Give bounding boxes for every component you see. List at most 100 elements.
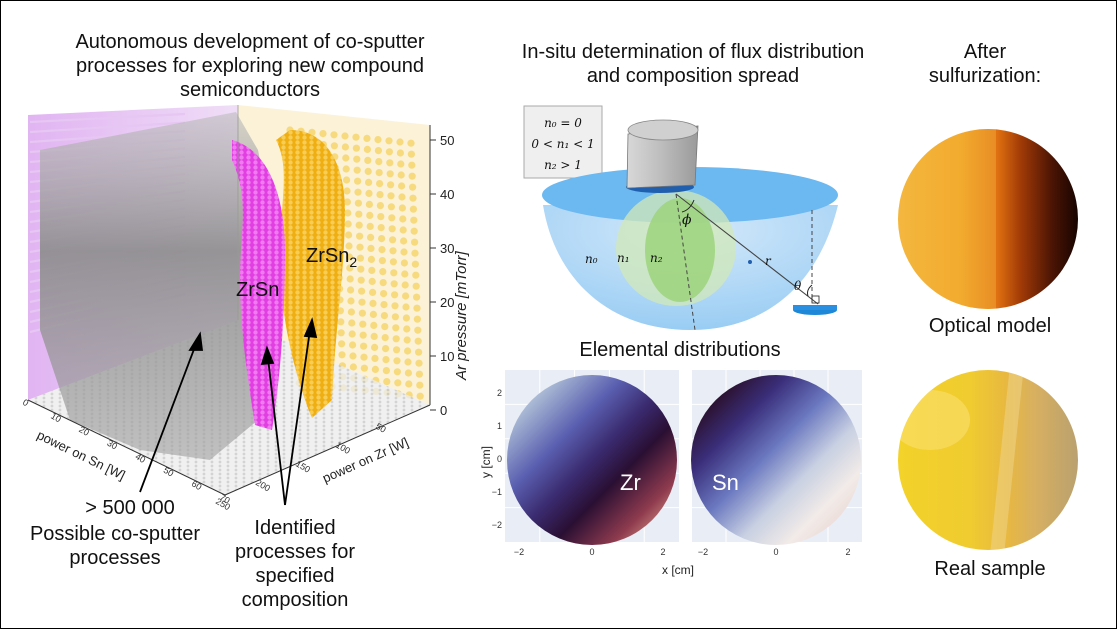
right-wall-dot [330, 131, 338, 139]
right-wall-dot [364, 156, 372, 164]
label-n0: n₀ [585, 252, 598, 266]
right-wall-dot [347, 297, 355, 305]
right-wall-dot [401, 270, 409, 278]
right-wall-dot [410, 227, 418, 235]
right-wall-dot [388, 214, 396, 222]
right-wall-dot [337, 329, 345, 337]
right-wall-dot [411, 249, 419, 257]
arrow-zrsn [267, 357, 286, 506]
right-wall-dot [354, 177, 362, 185]
right-wall-dot [416, 392, 424, 400]
right-wall-dot [367, 255, 375, 263]
map-y-tick-label: 2 [497, 388, 502, 398]
x-tick-label: 30 [105, 438, 119, 452]
arrowhead-zrsn [260, 345, 275, 366]
right-wall-dot [371, 365, 379, 373]
y-tick-label: 100 [334, 440, 352, 456]
right-wall-dot [358, 298, 366, 306]
right-wall-dot [413, 304, 421, 312]
theta-arc [807, 284, 813, 297]
right-wall-dot [366, 211, 374, 219]
map-x-tick-label: −2 [514, 547, 524, 557]
right-wall-dot [378, 235, 386, 243]
right-wall-dot [345, 253, 353, 261]
right-wall-dot [359, 331, 367, 339]
right-wall-dot [367, 244, 375, 252]
right-wall-dot [369, 288, 377, 296]
x-tick-label: 0 [21, 397, 30, 408]
right-wall-dot [379, 279, 387, 287]
right-wall-dot [378, 246, 386, 254]
right-wall-dot [360, 364, 368, 372]
right-wall-dot [408, 161, 416, 169]
legend-n2: n₂ > 1 [544, 158, 582, 172]
right-wall-dot [389, 247, 397, 255]
right-wall-dot [344, 209, 352, 217]
right-wall-dot [357, 276, 365, 284]
right-wall-dot [398, 193, 406, 201]
right-wall-dot [348, 319, 356, 327]
arrow-cloud [139, 343, 197, 493]
right-wall-dot [343, 198, 351, 206]
right-wall-dot [410, 216, 418, 224]
right-wall-dot [380, 301, 388, 309]
right-wall-dot [382, 345, 390, 353]
right-wall-dot [414, 337, 422, 345]
right-wall-dot [382, 367, 390, 375]
map-y-tick-label: −2 [492, 520, 502, 530]
left-panel-title: Autonomous development of co-sputter pro… [75, 31, 425, 101]
y-tick-label: 50 [374, 421, 388, 435]
real-sample-label: Real sample [934, 558, 1046, 580]
right-wall-dot [402, 292, 410, 300]
right-wall-dot [346, 275, 354, 283]
right-wall-dot [377, 224, 385, 232]
map-zr [507, 375, 677, 545]
right-wall-dot [349, 363, 357, 371]
z-tick-label: 10 [440, 349, 454, 364]
right-wall-dot [354, 188, 362, 196]
right-wall-dot [387, 192, 395, 200]
right-wall-dot [394, 379, 402, 387]
x-tick-label: 50 [162, 465, 176, 479]
right-wall-dot [353, 155, 361, 163]
substrate-edge [793, 305, 837, 310]
process-cloud [40, 112, 268, 460]
right-wall-dot [356, 243, 364, 251]
right-wall-dot [370, 321, 378, 329]
map-sn [691, 375, 861, 545]
right-wall-dot [411, 260, 419, 268]
map-zr-label: Zr [620, 470, 641, 495]
right-wall-dot [342, 165, 350, 173]
right-wall-dot [338, 351, 346, 359]
right-panel-title: After sulfurization: [928, 41, 1042, 87]
right-wall-dot [407, 150, 415, 158]
right-wall-dot [375, 158, 383, 166]
map-y-label: y [cm] [479, 446, 493, 478]
y-axis-line [224, 404, 431, 496]
label-n2: n₂ [650, 251, 663, 265]
x-axis-line [27, 399, 226, 496]
map-zr-fill [507, 375, 677, 545]
identified-caption: Identified processes for specified compo… [234, 517, 356, 611]
right-wall-dot [377, 213, 385, 221]
z-tick-label: 0 [440, 403, 447, 418]
sample-images [898, 129, 1078, 550]
right-wall-dot [397, 171, 405, 179]
right-wall-dot [403, 336, 411, 344]
right-wall-dot [412, 282, 420, 290]
right-wall-dot [369, 299, 377, 307]
phi-arc [681, 199, 695, 213]
right-wall-dot [387, 203, 395, 211]
right-wall-dot [380, 312, 388, 320]
right-wall-dot [376, 180, 384, 188]
right-wall-dot [376, 202, 384, 210]
optical-model-highlight [898, 129, 996, 309]
right-wall-dot [347, 308, 355, 316]
right-wall-dot [404, 347, 412, 355]
elemental-title: Elemental distributions [579, 339, 781, 361]
right-wall-dot [374, 136, 382, 144]
legend-n1: 0 < n₁ < 1 [531, 137, 594, 151]
right-wall-dot [415, 348, 423, 356]
right-wall-dot [353, 166, 361, 174]
right-wall-dot [388, 225, 396, 233]
